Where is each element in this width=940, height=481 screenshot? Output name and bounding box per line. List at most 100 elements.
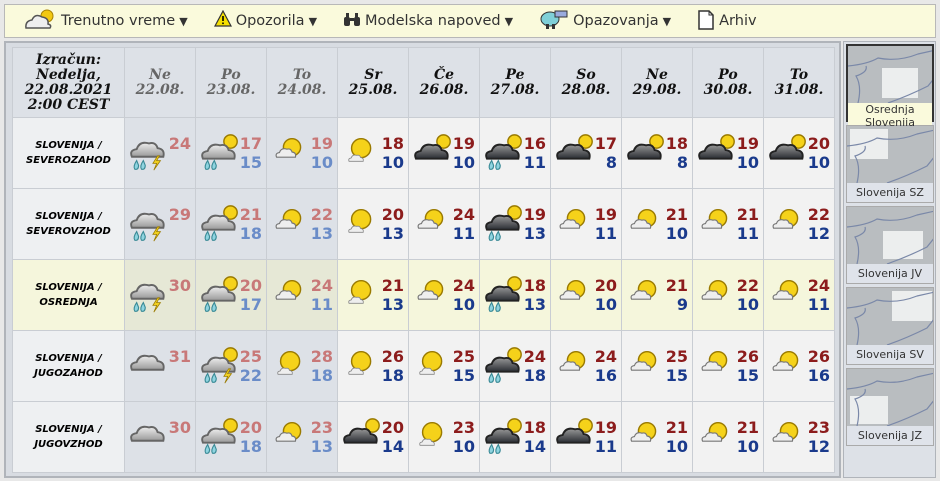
label-line: Slovenija JV <box>857 267 923 280</box>
region-line: SLOVENIJA / <box>35 424 102 435</box>
day-name: Po <box>718 66 738 83</box>
partly-cloudy-icon <box>630 350 657 371</box>
forecast-cell: 24 11 <box>408 188 480 260</box>
mostly-sunny-icon <box>348 279 372 304</box>
rain-thunder-icon <box>130 212 165 242</box>
forecast-cell: 28 18 <box>266 330 338 402</box>
max-temp: 25 <box>665 347 688 366</box>
region-thumb[interactable]: Slovenija SZ <box>846 125 934 203</box>
min-temp: 10 <box>736 153 759 172</box>
max-temp: 22 <box>807 205 830 224</box>
region-name[interactable]: SLOVENIJA / JUGOVZHOD <box>12 401 125 473</box>
day-header: Pe 27.08. <box>479 47 551 118</box>
label-line: Slovenija SZ <box>856 186 924 199</box>
max-temp: 24 <box>807 276 830 295</box>
mostly-sunny-icon <box>348 350 372 375</box>
dark-rain-sun-icon <box>485 205 522 241</box>
day-date: 23.08. <box>206 81 256 98</box>
min-temp: 15 <box>239 153 262 172</box>
max-temp: 24 <box>594 347 617 366</box>
partly-cloudy-icon <box>559 350 586 371</box>
region-thumb[interactable]: Slovenija SV <box>846 287 934 365</box>
day-header: Sr 25.08. <box>337 47 409 118</box>
main-menu: Trenutno vreme ▼ Opozorila ▼ Modelska napove… <box>4 4 936 38</box>
menu-opozorila[interactable]: Opozorila ▼ <box>213 9 317 32</box>
partly-cloudy-icon <box>559 208 586 229</box>
max-temp: 28 <box>310 347 333 366</box>
forecast-cell: 20 18 <box>195 401 267 473</box>
day-date: 25.08. <box>348 81 398 98</box>
partly-cloudy-icon <box>275 279 302 300</box>
caret-down-icon: ▼ <box>504 14 514 28</box>
region-selector: Osrednja Slovenija Slovenija SZ Slovenija J… <box>843 41 936 478</box>
min-temp: 13 <box>523 295 546 314</box>
forecast-cell: 30 <box>124 401 196 473</box>
menu-modelska-napoved[interactable]: Modelska napoved ▼ <box>343 11 513 31</box>
max-temp: 24 <box>452 276 475 295</box>
partly-cloudy-icon <box>417 208 444 229</box>
forecast-cell: 23 12 <box>763 401 835 473</box>
menu-arhiv[interactable]: Arhiv <box>697 8 757 34</box>
min-temp: 10 <box>736 295 759 314</box>
day-header: To 31.08. <box>763 47 835 118</box>
forecast-cell: 22 10 <box>692 259 764 331</box>
min-temp: 8 <box>605 153 617 172</box>
min-temp: 11 <box>594 437 617 456</box>
min-temp: 22 <box>239 366 262 385</box>
max-temp: 21 <box>736 418 759 437</box>
max-temp: 18 <box>523 276 546 295</box>
label-line: Osrednja <box>865 103 915 116</box>
day-header: Če 26.08. <box>408 47 480 118</box>
min-temp: 14 <box>523 437 546 456</box>
calc-day: Nedelja, <box>36 66 101 83</box>
max-temp: 23 <box>452 418 475 437</box>
forecast-cell: 17 8 <box>550 117 622 189</box>
region-line: SEVEROZAHOD <box>26 155 111 166</box>
dark-rain-sun-icon <box>485 347 522 383</box>
cloud-sun-icon <box>23 7 57 35</box>
min-temp: 13 <box>523 224 546 243</box>
mostly-sunny-icon <box>277 350 301 375</box>
menu-opazovanja[interactable]: Opazovanja ▼ <box>539 8 671 34</box>
max-temp: 19 <box>736 134 759 153</box>
min-temp: 18 <box>239 224 262 243</box>
day-date: 30.08. <box>703 81 753 98</box>
min-temp: 10 <box>807 153 830 172</box>
forecast-cell: 17 15 <box>195 117 267 189</box>
region-label: Slovenija SZ <box>847 183 933 202</box>
forecast-cell: 19 10 <box>692 117 764 189</box>
region-line: SLOVENIJA / <box>35 282 102 293</box>
region-line: OSREDNJA <box>39 297 98 308</box>
region-name[interactable]: SLOVENIJA / SEVEROVZHOD <box>12 188 125 260</box>
cloudy-icon <box>130 354 165 371</box>
day-date: 22.08. <box>135 81 185 98</box>
max-temp: 21 <box>381 276 404 295</box>
max-temp: 20 <box>594 276 617 295</box>
forecast-cell: 24 18 <box>479 330 551 402</box>
forecast-cell: 20 14 <box>337 401 409 473</box>
min-temp: 10 <box>665 224 688 243</box>
min-temp: 10 <box>310 153 333 172</box>
region-thumb[interactable]: Osrednja Slovenija <box>846 44 934 129</box>
max-temp: 19 <box>594 418 617 437</box>
min-temp: 11 <box>310 295 333 314</box>
region-name[interactable]: SLOVENIJA / JUGOZAHOD <box>12 330 125 402</box>
day-name: Pe <box>505 66 525 83</box>
min-temp: 13 <box>381 295 404 314</box>
region-thumb[interactable]: Slovenija JV <box>846 206 934 284</box>
max-temp: 21 <box>665 276 688 295</box>
region-thumb[interactable]: Slovenija JZ <box>846 368 934 446</box>
menu-trenutno-vreme[interactable]: Trenutno vreme ▼ <box>23 7 188 35</box>
region-name[interactable]: SLOVENIJA / SEVEROZAHOD <box>12 117 125 189</box>
partly-cloudy-icon <box>772 208 799 229</box>
day-name: Če <box>433 66 455 83</box>
region-name[interactable]: SLOVENIJA / OSREDNJA <box>12 259 125 331</box>
max-temp: 21 <box>239 205 262 224</box>
day-date: 24.08. <box>277 81 327 98</box>
max-temp: 31 <box>168 347 191 366</box>
mostly-sunny-icon <box>419 421 443 446</box>
max-temp: 24 <box>523 347 546 366</box>
partly-cloudy-icon <box>417 279 444 300</box>
day-header: Ne 22.08. <box>124 47 196 118</box>
forecast-cell: 30 <box>124 259 196 331</box>
